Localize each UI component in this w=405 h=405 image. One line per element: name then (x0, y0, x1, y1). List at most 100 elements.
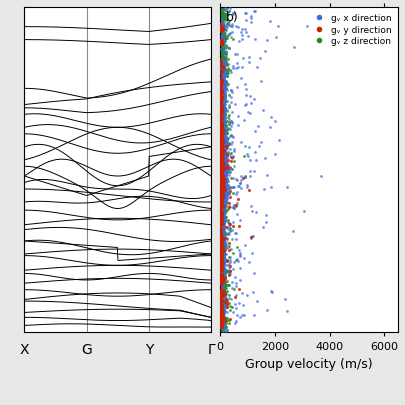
Point (217, 262, 224, 269)
Point (222, 124, 228, 130)
Point (217, 301, 224, 307)
Point (217, 317, 224, 324)
Point (217, 292, 224, 299)
Point (216, 165, 223, 172)
Point (217, 187, 224, 193)
Point (217, 324, 223, 330)
Point (216, 300, 223, 307)
Point (217, 113, 224, 119)
Point (219, 199, 225, 205)
Point (216, 274, 223, 281)
Point (219, 304, 225, 311)
Point (217, 194, 224, 201)
Point (217, 289, 223, 296)
Point (220, 205, 226, 211)
Point (216, 278, 223, 285)
Point (217, 246, 224, 253)
Point (217, 41, 223, 47)
Point (217, 196, 223, 202)
Point (218, 218, 225, 225)
Point (217, 149, 224, 156)
Point (222, 251, 228, 258)
Point (217, 279, 223, 286)
Point (217, 209, 224, 215)
Point (216, 217, 223, 224)
Point (216, 321, 223, 328)
Point (217, 322, 223, 328)
Point (217, 271, 223, 277)
Point (217, 202, 223, 208)
Point (217, 116, 224, 122)
Point (217, 169, 224, 176)
Point (216, 247, 223, 254)
Point (216, 216, 223, 222)
Point (217, 137, 223, 143)
Point (220, 187, 226, 194)
Point (217, 275, 223, 282)
Point (217, 225, 223, 231)
Point (217, 147, 223, 153)
Point (217, 200, 224, 207)
Point (217, 37, 224, 44)
Point (217, 92, 224, 98)
Point (217, 91, 223, 97)
Point (217, 247, 224, 254)
Point (217, 316, 223, 322)
Point (219, 256, 226, 262)
Point (217, 257, 224, 263)
Point (218, 216, 225, 223)
Point (217, 274, 223, 280)
Point (218, 202, 224, 209)
Point (216, 38, 223, 45)
Point (217, 309, 223, 315)
Point (217, 133, 223, 140)
Point (217, 254, 224, 260)
Point (217, 148, 223, 155)
Point (217, 296, 224, 303)
Point (217, 307, 223, 313)
Point (218, 82, 225, 88)
Point (217, 158, 224, 164)
Point (217, 263, 224, 270)
Point (218, 140, 224, 147)
Point (217, 9, 224, 15)
Point (217, 277, 223, 283)
Point (218, 165, 224, 172)
Point (217, 225, 224, 232)
Point (217, 286, 223, 293)
Point (217, 241, 224, 247)
Point (217, 145, 224, 152)
Point (217, 86, 223, 93)
Point (217, 90, 224, 96)
Point (217, 306, 223, 313)
Point (217, 221, 223, 228)
Point (219, 132, 225, 139)
Point (217, 247, 223, 253)
Point (217, 271, 224, 278)
Point (219, 252, 225, 258)
Point (218, 307, 224, 313)
Point (217, 217, 224, 224)
Point (220, 163, 227, 169)
Point (217, 276, 223, 283)
Point (217, 183, 224, 190)
Point (218, 161, 224, 167)
Point (217, 125, 223, 131)
Point (218, 101, 225, 108)
Point (218, 324, 224, 330)
Point (218, 324, 225, 330)
Point (216, 156, 223, 163)
Point (216, 225, 223, 232)
Point (217, 263, 223, 270)
Point (217, 136, 224, 142)
Point (218, 114, 224, 121)
Point (217, 267, 223, 274)
Point (220, 107, 226, 114)
Point (217, 250, 224, 256)
Point (224, 230, 231, 237)
Point (218, 264, 225, 270)
Point (217, 293, 224, 299)
Point (216, 323, 223, 330)
Point (216, 275, 223, 281)
Point (217, 301, 223, 308)
